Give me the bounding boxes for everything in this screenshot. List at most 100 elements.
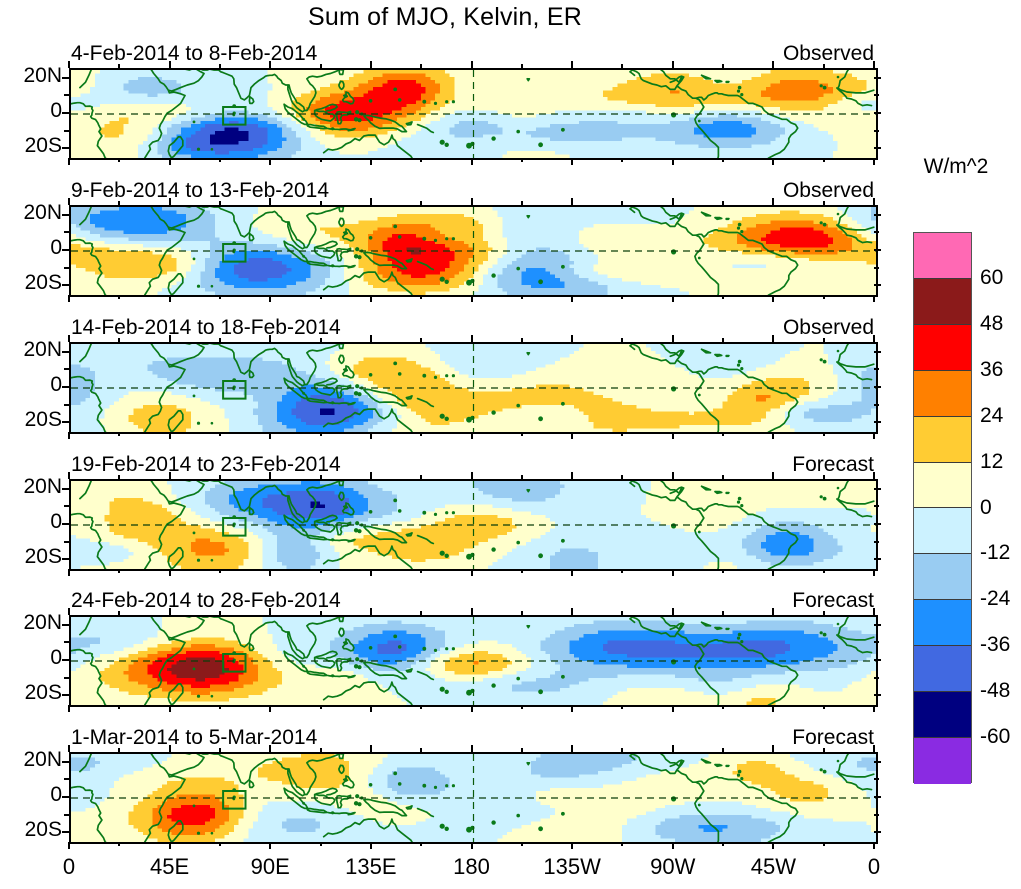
x-tick-mark-top — [369, 745, 372, 752]
map-panel-5[interactable] — [69, 615, 878, 707]
x-tick-mark-top — [218, 201, 221, 205]
x-tick-mark-top — [269, 198, 272, 205]
panel-date-range-3: 14-Feb-2014 to 18-Feb-2014 — [71, 316, 341, 340]
x-tick-mark — [218, 842, 221, 846]
y-tick-mark — [62, 213, 69, 216]
y-minor-tick — [874, 505, 879, 508]
map-canvas-4 — [71, 481, 876, 569]
y-tick-mark-right — [874, 249, 881, 251]
y-tick-mark — [62, 523, 69, 525]
panel-date-range-1: 4-Feb-2014 to 8-Feb-2014 — [71, 42, 317, 66]
x-tick-mark — [722, 158, 725, 162]
colorbar-cell-9[interactable] — [914, 646, 971, 693]
x-tick-mark — [571, 842, 574, 849]
x-tick-mark — [369, 569, 372, 576]
olr-anomaly-field — [71, 70, 876, 158]
colorbar-cell-1[interactable] — [914, 278, 971, 325]
x-tick-mark — [420, 295, 423, 299]
map-panel-2[interactable] — [69, 205, 878, 297]
x-tick-mark-top — [621, 475, 624, 479]
x-tick-mark — [118, 569, 121, 573]
x-tick-mark-top — [269, 61, 272, 68]
map-panel-4[interactable] — [69, 479, 878, 571]
x-tick-mark — [772, 295, 775, 302]
y-minor-tick — [64, 813, 69, 816]
x-tick-mark — [722, 432, 725, 436]
map-panel-3[interactable] — [69, 342, 878, 434]
x-tick-mark-top — [722, 338, 725, 342]
y-tick-mark-right — [874, 487, 881, 490]
x-tick-mark-top — [520, 475, 523, 479]
colorbar-cell-4[interactable] — [914, 416, 971, 463]
x-tick-mark-top — [722, 201, 725, 205]
colorbar[interactable] — [913, 232, 972, 784]
colorbar-cell-6[interactable] — [914, 508, 971, 555]
coastlines — [71, 70, 874, 158]
x-tick-mark — [520, 295, 523, 299]
x-tick-mark — [319, 569, 322, 573]
y-minor-tick — [874, 129, 879, 132]
x-tick-mark — [873, 842, 875, 849]
y-tick-mark — [62, 284, 69, 287]
y-minor-tick — [64, 676, 69, 679]
y-tick-label-20N: 20N — [0, 201, 62, 225]
x-tick-mark-top — [369, 472, 372, 479]
y-tick-mark — [62, 350, 69, 353]
x-tick-mark-top — [772, 335, 775, 342]
map-panel-6[interactable] — [69, 752, 878, 844]
x-tick-mark — [369, 158, 372, 165]
y-tick-mark-right — [874, 147, 881, 150]
x-tick-mark-top — [470, 335, 473, 342]
x-tick-mark — [671, 569, 674, 576]
y-tick-label-20N: 20N — [0, 475, 62, 499]
x-tick-mark — [118, 705, 121, 709]
coastlines — [71, 207, 874, 295]
x-tick-mark-top — [520, 201, 523, 205]
x-tick-mark-top — [722, 748, 725, 752]
colorbar-cell-10[interactable] — [914, 692, 971, 738]
panel-date-range-6: 1-Mar-2014 to 5-Mar-2014 — [71, 726, 317, 750]
x-tick-mark — [420, 705, 423, 709]
panel-kind-2: Observed — [69, 179, 874, 203]
colorbar-cell-0[interactable] — [914, 233, 971, 279]
x-tick-mark-top — [168, 745, 171, 752]
y-minor-tick — [874, 231, 879, 234]
x-tick-mark-top — [218, 64, 221, 68]
colorbar-tick-48: 48 — [980, 312, 1003, 336]
y-tick-label-20N: 20N — [0, 748, 62, 772]
x-tick-mark — [873, 705, 875, 712]
x-tick-mark — [118, 158, 121, 162]
y-tick-label-20S: 20S — [0, 545, 62, 569]
x-tick-mark-top — [671, 335, 674, 342]
colorbar-cell-11[interactable] — [914, 737, 971, 784]
y-tick-label-20N: 20N — [0, 611, 62, 635]
x-tick-mark-top — [822, 338, 825, 342]
map-panel-1[interactable] — [69, 68, 878, 160]
x-tick-mark — [621, 705, 624, 709]
y-minor-tick — [64, 129, 69, 132]
colorbar-cell-8[interactable] — [914, 600, 971, 647]
x-tick-mark — [671, 295, 674, 302]
x-tick-mark-top — [873, 472, 875, 479]
x-tick-mark-top — [470, 198, 473, 205]
x-tick-mark — [722, 569, 725, 573]
colorbar-tick--12: -12 — [980, 541, 1010, 565]
y-tick-label-0: 0 — [0, 783, 62, 807]
colorbar-cell-5[interactable] — [914, 462, 971, 509]
x-tick-mark — [772, 569, 775, 576]
colorbar-cell-2[interactable] — [914, 324, 971, 371]
colorbar-cell-3[interactable] — [914, 370, 971, 417]
y-tick-label-20S: 20S — [0, 818, 62, 842]
x-tick-mark — [621, 569, 624, 573]
x-tick-label-45W: 45W — [728, 854, 818, 880]
x-tick-mark-top — [470, 61, 473, 68]
x-tick-mark-top — [722, 64, 725, 68]
y-minor-tick — [874, 641, 879, 644]
x-tick-mark-top — [621, 64, 624, 68]
x-tick-mark — [520, 842, 523, 846]
x-tick-mark-top — [118, 338, 121, 342]
y-tick-label-20N: 20N — [0, 64, 62, 88]
colorbar-cell-7[interactable] — [914, 554, 971, 601]
colorbar-units-label: W/m^2 — [892, 155, 1020, 179]
x-tick-mark-top — [420, 748, 423, 752]
